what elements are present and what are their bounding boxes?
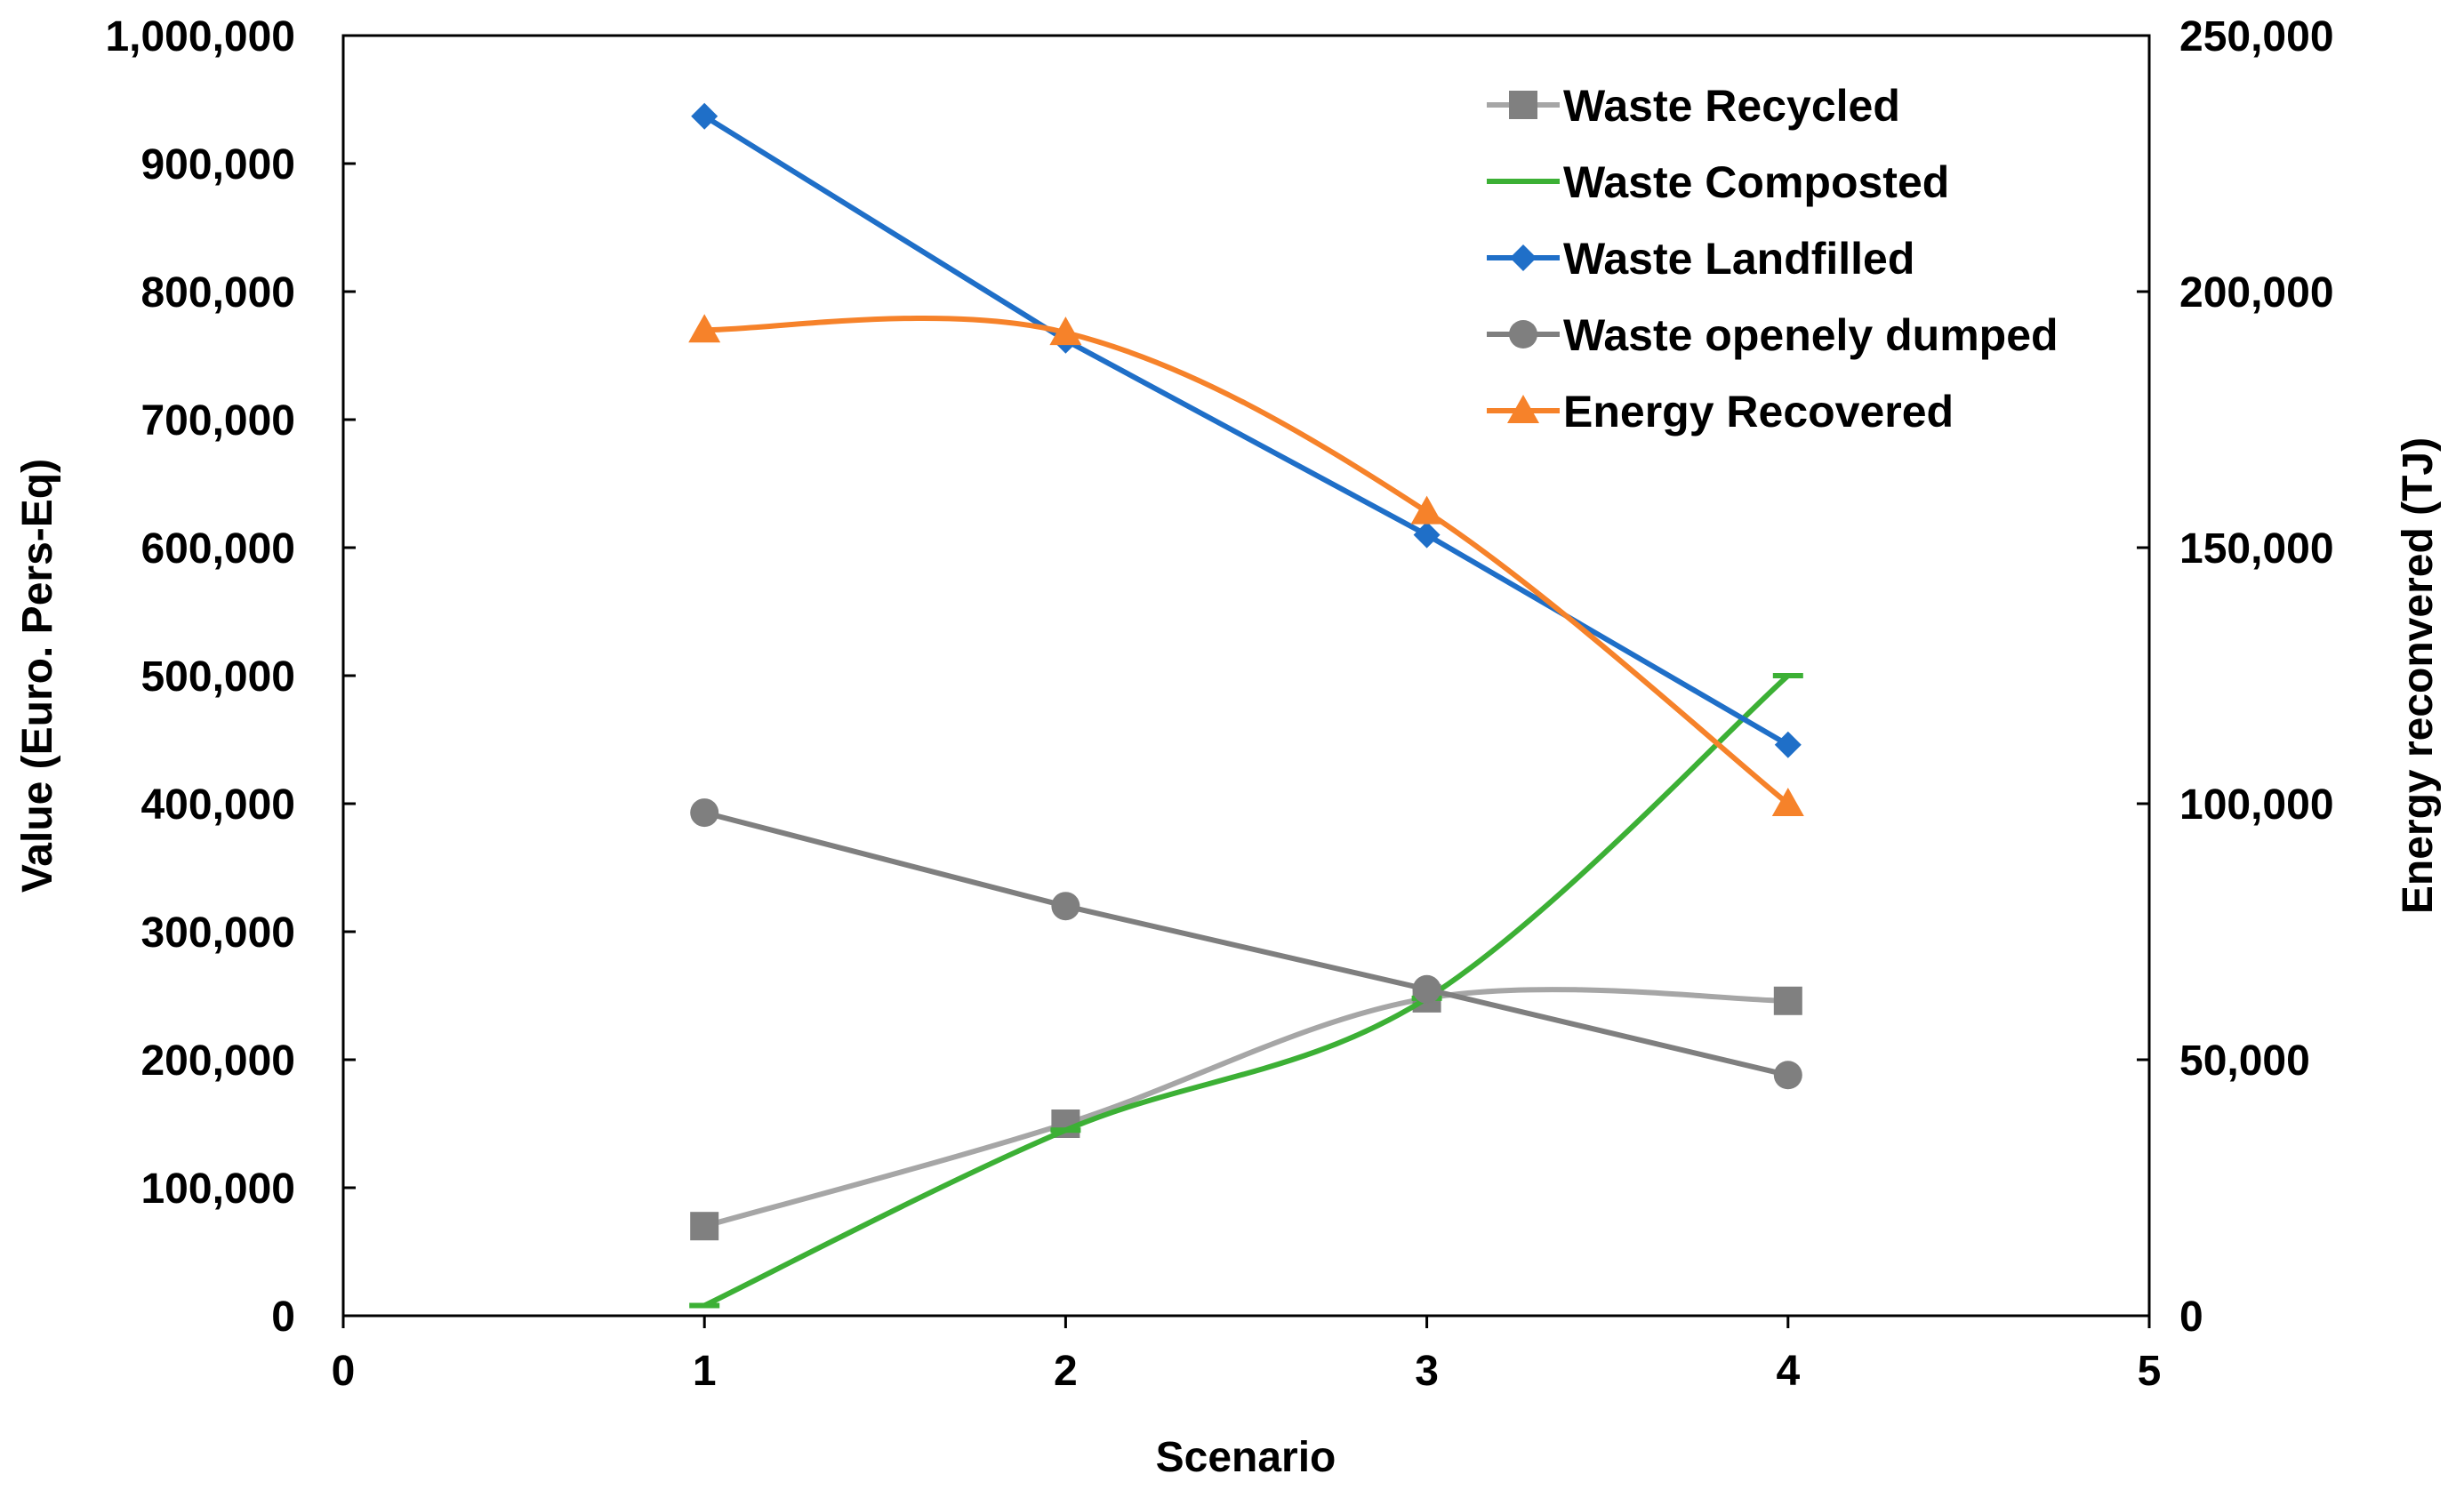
y-axis-ticks: 0 100,000 200,000 300,000 400,000 500,000 600,… [105,13,356,1341]
y2-tick-label: 150,000 [2179,525,2334,573]
legend-item: Energy Recovered [1487,387,1954,437]
legend-item: Waste Landfilled [1487,234,1914,284]
legend-marker [1507,395,1539,423]
x-axis-ticks: 0 1 2 3 4 5 [332,1316,2162,1395]
y-tick-label: 800,000 [140,269,295,316]
series-waste-openely-dumped [690,798,1802,1090]
series-line [704,315,1790,806]
y2-tick-label: 50,000 [2179,1037,2310,1085]
data-point-marker [690,798,719,828]
legend-label: Waste openely dumped [1563,310,2059,360]
y-tick-label: 100,000 [140,1166,295,1213]
y-tick-label: 200,000 [140,1037,295,1085]
data-point-marker [1051,892,1080,921]
y-tick-label: 700,000 [140,397,295,445]
data-point-marker [1049,316,1082,346]
data-point-marker [1771,788,1804,816]
x-tick-label: 1 [693,1348,717,1395]
legend-item: Waste Recycled [1487,81,1900,131]
series-line [703,987,1788,1230]
y-axis-title: Value (Euro. Pers-Eq) [14,459,61,893]
legend-item: Waste openely dumped [1487,310,2059,360]
data-point-marker [690,1212,719,1241]
x-tick-label: 0 [332,1348,356,1395]
legend-label: Waste Landfilled [1563,234,1914,284]
legend-marker [1508,179,1538,184]
data-point-marker [688,314,721,343]
x-tick-label: 3 [1415,1348,1439,1395]
data-point-marker [1773,1061,1802,1090]
y2-tick-label: 250,000 [2179,13,2334,60]
x-axis-title: Scenario [1156,1434,1336,1481]
data-point-marker [1050,1127,1081,1134]
data-point-marker [689,1302,720,1309]
x-tick-label: 2 [1054,1348,1078,1395]
y2-axis-ticks: 0 50,000 100,000 150,000 200,000 250,000 [2137,13,2334,1341]
series-energy-recovered [688,314,1804,816]
y2-axis-title: Energy reconvered (TJ) [2395,437,2442,914]
legend-marker [1509,91,1537,119]
data-point-marker [1773,986,1802,1015]
x-tick-label: 4 [1776,1348,1800,1395]
y2-tick-label: 100,000 [2179,781,2334,829]
data-point-marker [1413,521,1441,549]
y2-tick-label: 0 [2179,1294,2203,1341]
legend: Waste Recycled Waste Composted Waste Landf… [1487,81,2059,437]
y-tick-label: 500,000 [140,653,295,701]
series-line [702,673,1790,1309]
y-tick-label: 0 [271,1294,295,1341]
legend-item: Waste Composted [1487,157,1949,207]
data-point-marker [1410,495,1443,525]
series-line [702,114,1790,748]
legend-label: Energy Recovered [1563,387,1954,437]
legend-marker [1510,244,1537,271]
data-point-marker [1772,673,1803,678]
legend-label: Waste Recycled [1563,81,1900,131]
y-tick-label: 300,000 [140,909,295,957]
y-tick-label: 1,000,000 [105,13,295,60]
y-tick-label: 900,000 [140,141,295,188]
legend-marker [1509,320,1537,348]
y2-tick-label: 200,000 [2179,269,2334,316]
series-line [703,810,1789,1078]
y-tick-label: 400,000 [140,781,295,829]
y-tick-label: 600,000 [140,525,295,573]
data-point-marker [691,102,718,130]
x-tick-label: 5 [2138,1348,2162,1395]
series-layer [688,102,1804,1309]
data-point-marker [1774,731,1802,758]
data-point-marker [1412,974,1441,1004]
legend-label: Waste Composted [1563,157,1949,207]
